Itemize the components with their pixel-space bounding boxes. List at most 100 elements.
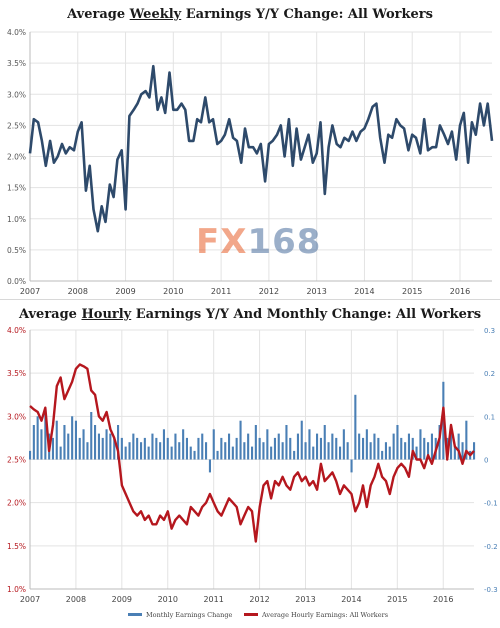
monthly-change-bar <box>55 420 58 460</box>
monthly-change-bar <box>193 450 196 460</box>
monthly-change-bar <box>216 450 219 460</box>
monthly-change-bar <box>243 442 246 460</box>
monthly-change-bar <box>94 425 97 460</box>
monthly-change-bar <box>124 446 127 460</box>
monthly-change-bar <box>231 446 234 460</box>
monthly-change-bar <box>281 442 284 460</box>
monthly-change-bar <box>67 433 70 460</box>
right-y-tick-label: -0.2 <box>484 543 498 551</box>
monthly-change-bar <box>473 442 476 460</box>
monthly-change-bar <box>316 433 319 460</box>
right-y-tick-label: 0 <box>484 457 488 465</box>
monthly-change-bar <box>258 437 261 460</box>
right-y-tick-label: 0.1 <box>484 413 495 421</box>
monthly-change-bar <box>285 425 288 460</box>
hourly-title-prefix: Average <box>18 307 82 322</box>
x-tick-label: 2013 <box>295 595 315 604</box>
hourly-title-underlined: Hourly <box>81 307 132 322</box>
fx168-watermark: FX168 <box>196 222 321 262</box>
watermark-fx: FX <box>196 222 248 262</box>
monthly-change-bar <box>224 442 227 460</box>
monthly-change-bar <box>147 446 150 460</box>
monthly-change-bar <box>205 442 208 460</box>
monthly-change-bar <box>453 446 456 460</box>
left-y-tick-label: 1.0% <box>7 585 26 594</box>
hourly-chart-title: Average Hourly Earnings Y/Y And Monthly … <box>0 307 500 322</box>
monthly-change-bar <box>293 450 296 460</box>
monthly-change-bar <box>212 429 215 460</box>
hourly-earnings-line <box>29 363 475 543</box>
monthly-change-bar <box>74 420 77 460</box>
x-tick-label: 2010 <box>163 287 183 296</box>
x-tick-label: 2011 <box>211 287 231 296</box>
monthly-change-bar <box>185 437 188 460</box>
monthly-change-bar <box>182 429 185 460</box>
weekly-chart-title: Average Weekly Earnings Y/Y Change: All … <box>0 7 500 22</box>
monthly-change-bar <box>427 442 430 460</box>
monthly-change-bar <box>346 442 349 460</box>
hourly-title-suffix: Earnings Y/Y And Monthly Change: All Wor… <box>131 307 482 322</box>
monthly-change-bar <box>32 425 35 460</box>
monthly-change-bar <box>140 442 143 460</box>
monthly-change-bar <box>377 437 380 460</box>
weekly-title-underlined: Weekly <box>129 7 182 22</box>
monthly-change-bar <box>365 429 368 460</box>
monthly-change-bar <box>36 416 39 460</box>
legend-line-label: Average Hourly Earnings: All Workers <box>261 611 388 619</box>
monthly-change-bar <box>381 450 384 460</box>
monthly-change-bar <box>296 433 299 460</box>
monthly-change-bar <box>105 429 108 460</box>
monthly-change-bar <box>384 442 387 460</box>
monthly-change-bar <box>235 437 238 460</box>
monthly-change-bar <box>162 429 165 460</box>
monthly-change-bar <box>362 437 365 460</box>
x-tick-label: 2016 <box>450 287 470 296</box>
panel-divider <box>0 299 500 300</box>
monthly-change-bar <box>78 437 81 460</box>
x-tick-label: 2009 <box>112 595 132 604</box>
x-tick-label: 2008 <box>68 287 88 296</box>
monthly-change-bar <box>277 433 280 460</box>
right-y-tick-label: -0.1 <box>484 500 498 508</box>
monthly-change-bar <box>189 446 192 460</box>
monthly-change-bar <box>419 429 422 460</box>
x-tick-label: 2014 <box>354 287 374 296</box>
monthly-change-bar <box>300 420 303 460</box>
monthly-change-bar <box>120 437 123 460</box>
weekly-earnings-chart: 0.0% 0.5% 1.0% 1.5% 2.0% 2.5% 3.0% 3.5% 4.0% 2007… <box>7 28 494 296</box>
monthly-change-bar <box>51 437 54 460</box>
monthly-change-bar <box>151 433 154 460</box>
monthly-change-bar <box>101 437 104 460</box>
x-tick-label: 2012 <box>249 595 269 604</box>
monthly-change-bar <box>289 437 292 460</box>
left-y-tick-label: 3.0% <box>7 412 26 421</box>
monthly-change-bar <box>404 442 407 460</box>
x-tick-label: 2010 <box>158 595 178 604</box>
weekly-earnings-line <box>28 64 494 233</box>
monthly-change-bar <box>247 433 250 460</box>
monthly-change-bar <box>461 442 464 460</box>
monthly-change-bar <box>109 433 112 460</box>
monthly-change-bar <box>323 425 326 460</box>
monthly-change-bar <box>208 459 211 473</box>
monthly-change-bar <box>201 433 204 460</box>
weekly-earnings-panel: Average Weekly Earnings Y/Y Change: All … <box>0 0 500 300</box>
monthly-change-bar <box>90 412 93 460</box>
monthly-change-bar <box>407 433 410 460</box>
x-tick-label: 2013 <box>306 287 326 296</box>
watermark-number: 168 <box>247 222 322 262</box>
monthly-change-bar <box>174 433 177 460</box>
x-tick-label: 2015 <box>402 287 422 296</box>
monthly-change-bar <box>86 442 89 460</box>
monthly-change-bar <box>388 446 391 460</box>
monthly-change-bar <box>430 433 433 460</box>
monthly-change-bar <box>373 433 376 460</box>
monthly-change-bar <box>450 429 453 460</box>
legend-line-swatch <box>244 613 258 616</box>
monthly-change-bar <box>465 420 468 460</box>
monthly-change-bar <box>63 425 66 460</box>
monthly-change-bar <box>396 425 399 460</box>
monthly-change-bar <box>44 407 47 460</box>
monthly-change-bar <box>335 437 338 460</box>
y-tick-label: 1.5% <box>7 184 26 193</box>
